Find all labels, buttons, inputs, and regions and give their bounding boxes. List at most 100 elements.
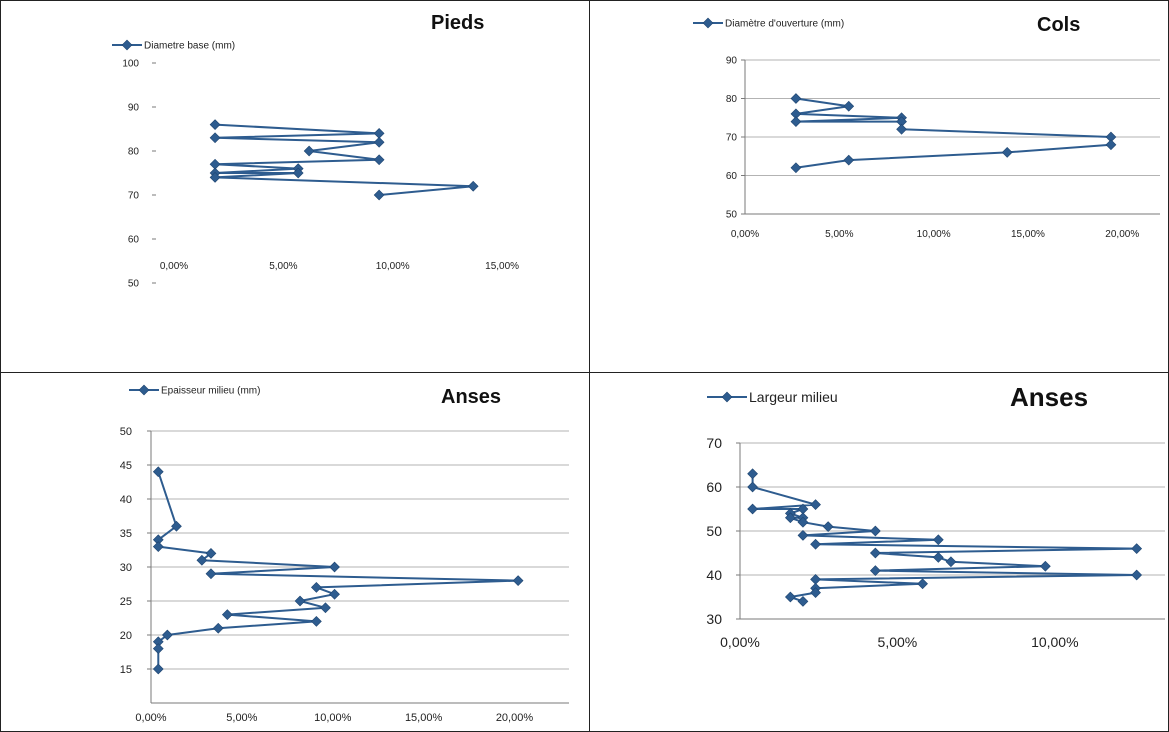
data-point <box>1131 569 1143 581</box>
data-point <box>790 93 802 104</box>
data-point <box>320 602 331 614</box>
legend-label: Diametre base (mm) <box>144 41 235 52</box>
data-point <box>869 565 881 576</box>
data-point <box>917 578 928 590</box>
data-point <box>152 636 164 648</box>
data-point <box>896 116 907 127</box>
x-tick-label: 20,00% <box>496 712 534 724</box>
data-point <box>196 554 208 566</box>
data-point <box>810 499 821 510</box>
y-tick-label: 70 <box>128 191 140 202</box>
data-point <box>512 575 524 586</box>
data-point <box>373 136 385 148</box>
y-tick-label: 40 <box>706 567 722 583</box>
y-tick-label: 90 <box>726 56 738 67</box>
data-point <box>1105 131 1117 143</box>
chart-title: Pieds <box>431 12 484 34</box>
data-point <box>152 534 164 546</box>
data-point <box>784 591 796 603</box>
data-point <box>373 128 385 139</box>
data-point <box>810 574 821 585</box>
data-point <box>747 468 758 480</box>
chart-svg: 50 60 70 80 90 0,00% 5,00% 10,00% 15,00% 20,00% Co… <box>693 14 1160 240</box>
data-point <box>152 466 164 478</box>
legend-label: Epaisseur milieu (mm) <box>161 386 260 397</box>
chart-svg: 30 40 50 60 70 0,00% 5,00% 10,00% Anses Largeur m… <box>706 382 1165 650</box>
data-point <box>373 189 385 201</box>
x-tick-label: 10,00% <box>1031 634 1078 650</box>
legend-marker <box>721 391 733 403</box>
data-point <box>869 547 881 559</box>
legend-label: Diamètre d'ouverture (mm) <box>725 19 844 30</box>
data-point <box>205 568 217 580</box>
x-tick-label: 20,00% <box>1105 229 1139 240</box>
data-point <box>747 481 758 493</box>
data-point <box>797 503 809 515</box>
data-point <box>292 167 304 179</box>
chart-panel-cols: 50 60 70 80 90 0,00% 5,00% 10,00% 15,00% 20,00% Co… <box>589 0 1169 373</box>
data-point <box>373 154 385 166</box>
x-tick-label: 10,00% <box>314 712 352 724</box>
data-point <box>209 158 221 170</box>
y-tick-label: 15 <box>120 664 132 676</box>
data-point <box>784 512 796 524</box>
y-tick-label: 35 <box>120 528 132 540</box>
legend-marker <box>702 17 714 29</box>
data-point <box>896 123 907 135</box>
data-point <box>945 556 957 568</box>
data-point <box>467 180 479 192</box>
chart-panel-anses-epaisseur: 15 20 25 30 35 40 45 50 0,00% 5,00% 10,00% 15,00% 20… <box>0 372 590 732</box>
data-point <box>1039 560 1051 572</box>
data-point <box>790 162 802 174</box>
series-line-diam-tre-d-ouverture-mm <box>794 97 1112 169</box>
data-point <box>797 530 809 541</box>
x-tick-label: 5,00% <box>269 261 297 272</box>
y-tick-label: 20 <box>120 630 132 642</box>
data-point <box>152 541 164 552</box>
data-point <box>843 100 855 112</box>
data-point <box>1105 139 1117 151</box>
y-tick-label: 60 <box>726 171 738 182</box>
data-point <box>797 596 809 607</box>
data-point <box>932 534 944 546</box>
data-point <box>209 132 221 144</box>
data-point <box>797 516 809 528</box>
legend-label: Largeur milieu <box>749 389 838 405</box>
x-tick-label: 5,00% <box>825 229 853 240</box>
data-point <box>311 616 322 627</box>
data-point <box>303 145 315 157</box>
y-tick-label: 30 <box>120 562 132 574</box>
data-point <box>843 154 855 166</box>
x-tick-label: 5,00% <box>878 634 918 650</box>
y-tick-label: 90 <box>128 103 140 114</box>
data-point <box>1131 543 1143 554</box>
data-point <box>822 521 834 532</box>
chart-panel-pieds: 50 60 70 80 90 100 0,00% 5,00% 10,00% 15,00% Pieds… <box>0 0 590 373</box>
data-point <box>329 561 340 573</box>
data-point <box>869 525 881 537</box>
data-point <box>205 548 217 559</box>
y-tick-label: 50 <box>128 279 140 290</box>
y-tick-label: 25 <box>120 596 132 608</box>
chart-svg: 50 60 70 80 90 100 0,00% 5,00% 10,00% 15,00% Pieds… <box>112 12 519 290</box>
data-point <box>152 663 164 675</box>
data-point <box>212 622 224 634</box>
data-point <box>747 503 758 515</box>
x-tick-label: 15,00% <box>1011 229 1045 240</box>
chart-panel-anses-largeur: 30 40 50 60 70 0,00% 5,00% 10,00% Anses Largeur m… <box>589 372 1169 732</box>
y-tick-label: 70 <box>706 435 722 451</box>
y-tick-label: 50 <box>706 523 722 539</box>
y-tick-label: 80 <box>128 147 140 158</box>
y-tick-label: 40 <box>120 494 132 506</box>
x-tick-label: 0,00% <box>720 634 760 650</box>
x-tick-label: 0,00% <box>731 229 759 240</box>
data-point <box>209 172 221 183</box>
legend-marker <box>138 384 150 396</box>
data-point <box>1001 147 1013 158</box>
x-tick-label: 0,00% <box>160 261 188 272</box>
series-line-largeur-milieu <box>751 473 1138 603</box>
chart-title: Anses <box>441 386 501 408</box>
y-tick-label: 45 <box>120 460 132 472</box>
data-point <box>790 116 802 127</box>
